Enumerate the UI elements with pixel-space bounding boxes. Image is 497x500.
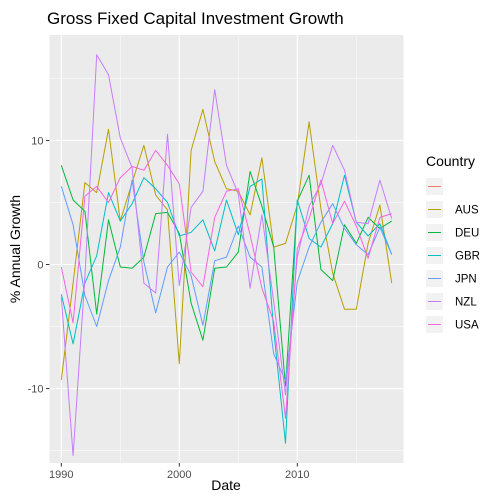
legend-label: JPN: [455, 274, 477, 286]
legend: Country AUS DEU GBR JPN NZL USA: [426, 153, 480, 333]
x-axis: 1990 2000 2010: [49, 463, 309, 481]
legend-label: NZL: [455, 297, 477, 309]
x-tick-label: 1990: [49, 469, 73, 481]
legend-label: DEU: [455, 228, 479, 240]
legend-label: AUS: [455, 205, 479, 217]
x-tick-label: 2000: [167, 469, 191, 481]
y-tick-label: -10: [28, 384, 44, 396]
chart-title: Gross Fixed Capital Investment Growth: [47, 9, 344, 28]
legend-title: Country: [426, 153, 475, 169]
x-axis-title: Date: [211, 477, 241, 493]
y-tick-label: 10: [31, 135, 43, 147]
legend-label: USA: [455, 320, 479, 332]
legend-label: GBR: [455, 251, 480, 263]
y-axis-title: % Annual Growth: [7, 195, 23, 303]
y-axis: -10 0 10: [28, 135, 50, 395]
plot-panel: [50, 35, 404, 463]
y-tick-label: 0: [37, 260, 43, 272]
x-tick-label: 2010: [285, 469, 309, 481]
